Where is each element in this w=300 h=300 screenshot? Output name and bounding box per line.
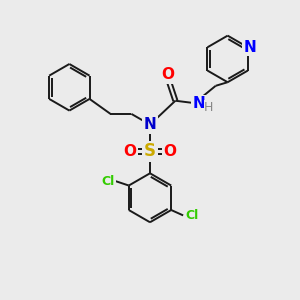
- Text: H: H: [204, 101, 214, 114]
- Text: N: N: [144, 117, 156, 132]
- Text: Cl: Cl: [185, 209, 198, 222]
- Text: Cl: Cl: [101, 175, 115, 188]
- Text: N: N: [193, 96, 206, 111]
- Text: O: O: [161, 67, 174, 82]
- Text: O: O: [124, 144, 136, 159]
- Text: N: N: [244, 40, 256, 55]
- Text: S: S: [144, 142, 156, 160]
- Text: O: O: [164, 144, 176, 159]
